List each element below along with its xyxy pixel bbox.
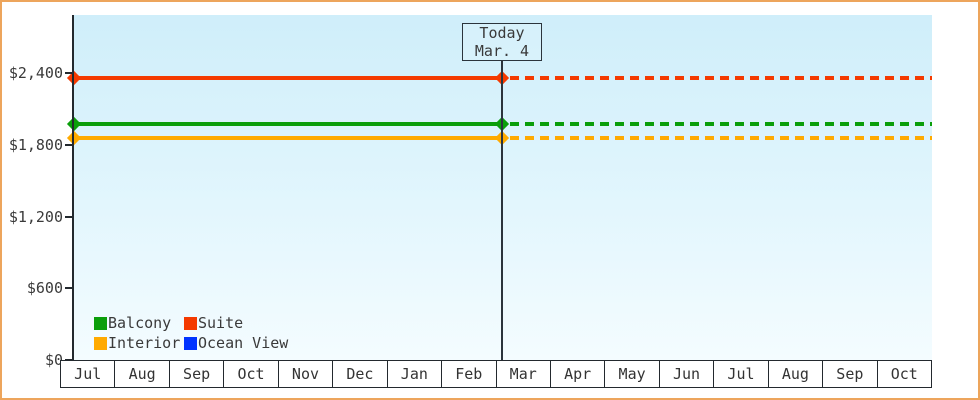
diamond-marker-balcony [66,116,82,131]
y-tick-label: $0 [44,351,63,369]
legend-swatch-icon [184,316,197,330]
legend-label: Interior [108,334,181,352]
month-cell: Jul [713,361,767,387]
legend-item-ocean-view: Ocean View [184,334,288,352]
y-tick [65,143,73,146]
y-tick-label: $1,800 [8,135,63,154]
month-cell: Oct [223,361,277,387]
legend: Balcony Suite Interior Ocean View [94,313,288,353]
y-tick [65,215,73,218]
plot-area [66,15,932,360]
y-tick-label: $1,200 [8,207,63,226]
month-cell: Jan [386,361,441,387]
month-cell: Sep [822,361,876,387]
legend-item-suite: Suite [184,314,288,332]
month-cell: Nov [277,361,332,387]
y-axis-line [72,15,74,360]
month-cell: Feb [441,361,495,387]
legend-item-balcony: Balcony [94,314,184,332]
price-line-dashed-interior [510,136,932,141]
today-date: Mar. 4 [474,42,530,60]
y-tick-label: $600 [26,279,63,298]
month-cell: Sep [168,361,223,387]
legend-label: Balcony [108,314,172,332]
price-line-dashed-balcony [510,121,932,126]
legend-label: Suite [198,314,244,332]
legend-swatch-icon [184,336,197,350]
legend-swatch-icon [94,316,107,330]
price-line-solid-balcony [74,121,502,126]
price-line-solid-suite [74,75,502,80]
month-cell: Jun [658,361,713,387]
legend-label: Ocean View [198,334,289,352]
month-cell: Oct [876,361,931,387]
today-label: Today [479,24,525,42]
y-tick [65,287,73,290]
month-cell: Dec [332,361,386,387]
today-vertical-line [501,60,503,360]
month-cell: Aug [114,361,168,387]
price-line-dashed-suite [510,75,932,80]
legend-item-interior: Interior [94,334,184,352]
month-cell: May [604,361,658,387]
month-cell: Mar [495,361,550,387]
month-cell: Aug [767,361,822,387]
y-tick-label: $2,400 [8,64,63,82]
legend-swatch-icon [94,336,107,350]
month-cell: Apr [549,361,604,387]
month-cell: Jul [74,365,102,383]
today-annotation-box: Today Mar. 4 [462,23,542,61]
y-tick [65,72,73,74]
price-line-solid-interior [74,136,502,141]
x-axis-month-row: Jul Aug Sep Oct Nov Dec Jan Feb Mar Apr May Jun Jul A… [60,360,932,388]
